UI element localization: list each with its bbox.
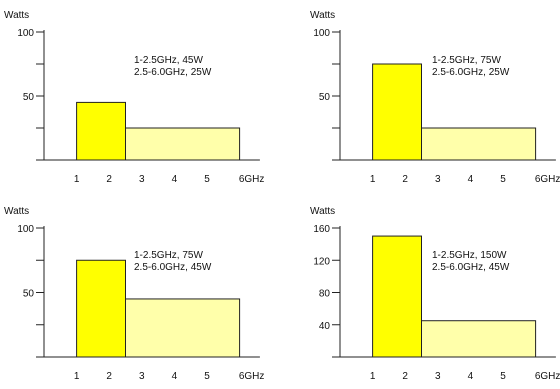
annotation-label: 1-2.5GHz, 75W bbox=[134, 250, 203, 261]
bar-band-2 bbox=[421, 320, 537, 358]
x-tick-label: 4 bbox=[172, 371, 178, 382]
x-tick-label: 5 bbox=[204, 174, 210, 185]
bar-band-1 bbox=[372, 235, 423, 358]
y-tick-label: 120 bbox=[313, 256, 330, 267]
annotation-label: 2.5-6.0GHz, 25W bbox=[134, 67, 212, 78]
x-tick-label: 2 bbox=[106, 174, 112, 185]
bar-band-1 bbox=[76, 259, 126, 358]
x-tick-label: 6GHz bbox=[239, 174, 265, 185]
x-tick-label: 4 bbox=[172, 174, 178, 185]
y-tick-label: 50 bbox=[23, 289, 35, 300]
annotation-label: 1-2.5GHz, 75W bbox=[432, 55, 501, 66]
x-tick-label: 3 bbox=[435, 371, 441, 382]
bar-band-1 bbox=[76, 101, 126, 161]
y-tick-label: 160 bbox=[313, 224, 330, 235]
x-tick-label: 5 bbox=[500, 174, 506, 185]
bar-band-2 bbox=[421, 127, 537, 161]
x-tick-label: 4 bbox=[468, 174, 474, 185]
annotation-label: 1-2.5GHz, 45W bbox=[134, 55, 203, 66]
x-tick-label: 2 bbox=[402, 174, 408, 185]
bar-band-2 bbox=[125, 127, 241, 161]
x-tick-label: 6GHz bbox=[239, 371, 265, 382]
x-tick-label: 1 bbox=[370, 174, 376, 185]
chart-panel-1: 50 100 Watts 1 2 3 4 5 6GHz 1-2.5GHz, 45W2.5-6.0G… bbox=[4, 10, 264, 185]
y-tick-label: 100 bbox=[17, 224, 34, 235]
y-axis-label: Watts bbox=[310, 206, 335, 217]
y-axis-label: Watts bbox=[310, 10, 335, 21]
annotation-label: 2.5-6.0GHz, 25W bbox=[432, 67, 510, 78]
bar-band-1 bbox=[372, 63, 423, 161]
x-tick-label: 5 bbox=[204, 371, 210, 382]
x-tick-label: 6GHz bbox=[535, 371, 560, 382]
y-tick-label: 80 bbox=[319, 289, 331, 300]
y-tick-label: 50 bbox=[319, 92, 331, 103]
x-tick-label: 1 bbox=[74, 371, 80, 382]
x-tick-label: 2 bbox=[402, 371, 408, 382]
x-tick-label: 1 bbox=[370, 371, 376, 382]
chart-panel-3: 50 100 Watts 1 2 3 4 5 6GHz 1-2.5GHz, 75W2.5-6.0G… bbox=[4, 206, 264, 382]
y-tick-label: 100 bbox=[313, 28, 330, 39]
y-axis-label: Watts bbox=[4, 206, 29, 217]
chart-panel-4: 40 80 120 160 Watts 1 2 3 4 5 6GHz 1-2.5GHz, 150W2.… bbox=[310, 206, 560, 382]
annotation-label: 2.5-6.0GHz, 45W bbox=[432, 262, 510, 273]
x-tick-label: 6GHz bbox=[535, 174, 560, 185]
annotation-label: 1-2.5GHz, 150W bbox=[432, 250, 507, 261]
chart-panel-2: 50 100 Watts 1 2 3 4 5 6GHz 1-2.5GHz, 75W2.5-6.0G… bbox=[310, 10, 560, 185]
annotation-label: 2.5-6.0GHz, 45W bbox=[134, 262, 212, 273]
x-tick-label: 5 bbox=[500, 371, 506, 382]
x-tick-label: 4 bbox=[468, 371, 474, 382]
x-tick-label: 3 bbox=[435, 174, 441, 185]
y-axis-label: Watts bbox=[4, 10, 29, 21]
y-tick-label: 100 bbox=[17, 28, 34, 39]
x-tick-label: 2 bbox=[106, 371, 112, 382]
y-tick-label: 50 bbox=[23, 92, 35, 103]
bar-band-2 bbox=[125, 298, 241, 358]
x-tick-label: 3 bbox=[139, 371, 145, 382]
x-tick-label: 1 bbox=[74, 174, 80, 185]
x-tick-label: 3 bbox=[139, 174, 145, 185]
y-tick-label: 40 bbox=[319, 321, 331, 332]
